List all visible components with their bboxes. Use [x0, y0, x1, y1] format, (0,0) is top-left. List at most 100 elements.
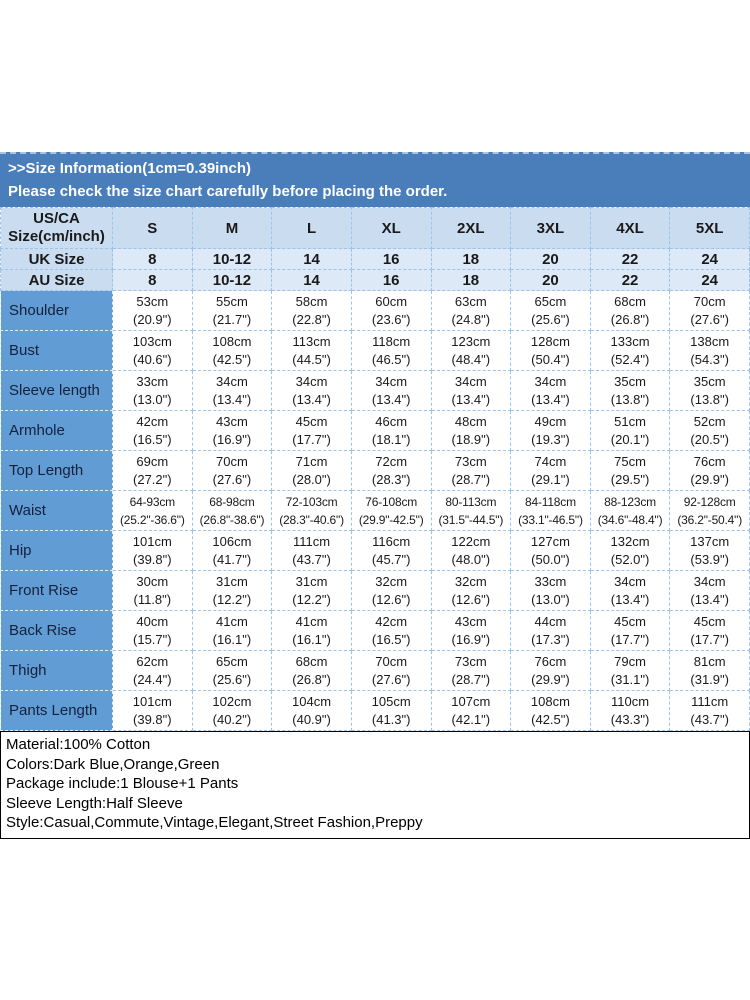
- size-cell: 64-93cm (25.2"-36.6"): [112, 490, 193, 531]
- size-cell: 35cm (13.8"): [669, 370, 750, 411]
- size-cell: 53cm (20.9"): [112, 290, 193, 331]
- size-cell: 79cm (31.1"): [589, 650, 671, 691]
- size-cell: 73cm (28.7"): [430, 450, 512, 491]
- size-cell: 41cm (16.1"): [191, 610, 273, 651]
- uk-size-value: 14: [271, 248, 352, 270]
- size-cell: 70cm (27.6"): [669, 290, 750, 331]
- size-cell: 60cm (23.6"): [350, 290, 432, 331]
- size-col-header-l: L: [271, 207, 352, 249]
- size-cell: 45cm (17.7"): [589, 610, 671, 651]
- detail-line-material: Material:100% Cotton: [6, 736, 151, 753]
- size-cell: 108cm (42.5"): [191, 330, 273, 371]
- uk-size-label: UK Size: [0, 248, 113, 270]
- au-size-value: 24: [669, 269, 750, 291]
- size-cell: 65cm (25.6"): [191, 650, 273, 691]
- size-cell: 113cm (44.5"): [271, 330, 352, 371]
- detail-line-colors: Colors:Dark Blue,Orange,Green: [6, 755, 220, 773]
- table-row-armhole: Armhole 42cm (16.5") 43cm (16.9") 45cm (…: [0, 410, 750, 451]
- size-cell: 35cm (13.8"): [589, 370, 671, 411]
- size-cell: 81cm (31.9"): [669, 650, 750, 691]
- product-details-box: Material:100% Cotton Colors:Dark Blue,Or…: [0, 731, 750, 839]
- size-col-header-xl: XL: [350, 207, 432, 249]
- table-row-shoulder: Shoulder 53cm (20.9") 55cm (21.7") 58cm …: [0, 290, 750, 331]
- size-cell: 72-103cm (28.3"-40.6"): [271, 490, 352, 531]
- size-cell: 123cm (48.4"): [430, 330, 512, 371]
- table-row-back-rise: Back Rise 40cm (15.7") 41cm (16.1") 41cm…: [0, 610, 750, 651]
- size-cell: 101cm (39.8"): [112, 690, 193, 731]
- size-cell: 48cm (18.9"): [430, 410, 512, 451]
- size-cell: 111cm (43.7"): [271, 530, 352, 571]
- size-cell: 34cm (13.4"): [271, 370, 352, 411]
- row-label: Top Length: [0, 450, 113, 491]
- table-row-thigh: Thigh 62cm (24.4") 65cm (25.6") 68cm (26…: [0, 650, 750, 691]
- size-header-row: US/CA Size(cm/inch) S M L XL 2XL 3XL 4XL…: [0, 207, 750, 249]
- au-size-value: 18: [430, 269, 512, 291]
- size-cell: 137cm (53.9"): [669, 530, 750, 571]
- size-cell: 70cm (27.6"): [191, 450, 273, 491]
- size-cell: 108cm (42.5"): [510, 690, 591, 731]
- size-cell: 75cm (29.5"): [589, 450, 671, 491]
- au-size-label: AU Size: [0, 269, 113, 291]
- size-col-header-4xl: 4XL: [589, 207, 671, 249]
- uk-size-value: 16: [350, 248, 432, 270]
- size-cell: 34cm (13.4"): [589, 570, 671, 611]
- row-label: Hip: [0, 530, 113, 571]
- table-row-sleeve-length: Sleeve length 33cm (13.0") 34cm (13.4") …: [0, 370, 750, 411]
- row-label: Thigh: [0, 650, 113, 691]
- size-cell: 34cm (13.4"): [191, 370, 273, 411]
- size-cell: 34cm (13.4"): [350, 370, 432, 411]
- size-cell: 103cm (40.6"): [112, 330, 193, 371]
- size-cell: 41cm (16.1"): [271, 610, 352, 651]
- size-chart-page: >>Size Information(1cm=0.39inch) Please …: [0, 152, 750, 839]
- size-cell: 106cm (41.7"): [191, 530, 273, 571]
- size-cell: 88-123cm (34.6"-48.4"): [589, 490, 671, 531]
- row-label: Shoulder: [0, 290, 113, 331]
- size-cell: 68cm (26.8"): [589, 290, 671, 331]
- size-cell: 42cm (16.5"): [112, 410, 193, 451]
- size-cell: 63cm (24.8"): [430, 290, 512, 331]
- size-col-header-m: M: [191, 207, 273, 249]
- size-cell: 76-108cm (29.9"-42.5"): [350, 490, 432, 531]
- size-cell: 40cm (15.7"): [112, 610, 193, 651]
- size-cell: 30cm (11.8"): [112, 570, 193, 611]
- size-cell: 70cm (27.6"): [350, 650, 432, 691]
- uk-size-value: 8: [112, 248, 193, 270]
- size-cell: 68cm (26.8"): [271, 650, 352, 691]
- size-cell: 84-118cm (33.1"-46.5"): [510, 490, 591, 531]
- size-cell: 101cm (39.8"): [112, 530, 193, 571]
- banner-title: >>Size Information(1cm=0.39inch): [8, 160, 251, 177]
- row-label: Front Rise: [0, 570, 113, 611]
- size-cell: 43cm (16.9"): [191, 410, 273, 451]
- row-label: Waist: [0, 490, 113, 531]
- size-cell: 34cm (13.4"): [430, 370, 512, 411]
- row-label: Sleeve length: [0, 370, 113, 411]
- size-info-banner: >>Size Information(1cm=0.39inch) Please …: [0, 152, 750, 207]
- size-cell: 33cm (13.0"): [510, 570, 591, 611]
- size-cell: 76cm (29.9"): [510, 650, 591, 691]
- size-cell: 118cm (46.5"): [350, 330, 432, 371]
- size-cell: 52cm (20.5"): [669, 410, 750, 451]
- size-col-header-s: S: [112, 207, 193, 249]
- size-cell: 55cm (21.7"): [191, 290, 273, 331]
- size-cell: 34cm (13.4"): [510, 370, 591, 411]
- au-size-value: 16: [350, 269, 432, 291]
- size-cell: 92-128cm (36.2"-50.4"): [669, 490, 750, 531]
- uk-size-value: 24: [669, 248, 750, 270]
- size-cell: 44cm (17.3"): [510, 610, 591, 651]
- size-cell: 128cm (50.4"): [510, 330, 591, 371]
- size-cell: 71cm (28.0"): [271, 450, 352, 491]
- table-row-top-length: Top Length 69cm (27.2") 70cm (27.6") 71c…: [0, 450, 750, 491]
- size-cell: 122cm (48.0"): [430, 530, 512, 571]
- size-cell: 104cm (40.9"): [271, 690, 352, 731]
- banner-subtitle: Please check the size chart carefully be…: [8, 183, 448, 200]
- au-size-value: 22: [589, 269, 671, 291]
- corner-header: US/CA Size(cm/inch): [0, 207, 113, 249]
- size-cell: 32cm (12.6"): [430, 570, 512, 611]
- size-cell: 45cm (17.7"): [271, 410, 352, 451]
- size-cell: 76cm (29.9"): [669, 450, 750, 491]
- uk-size-value: 10-12: [191, 248, 273, 270]
- table-row-waist: Waist 64-93cm (25.2"-36.6") 68-98cm (26.…: [0, 490, 750, 531]
- uk-size-value: 22: [589, 248, 671, 270]
- size-cell: 46cm (18.1"): [350, 410, 432, 451]
- size-cell: 68-98cm (26.8"-38.6"): [191, 490, 273, 531]
